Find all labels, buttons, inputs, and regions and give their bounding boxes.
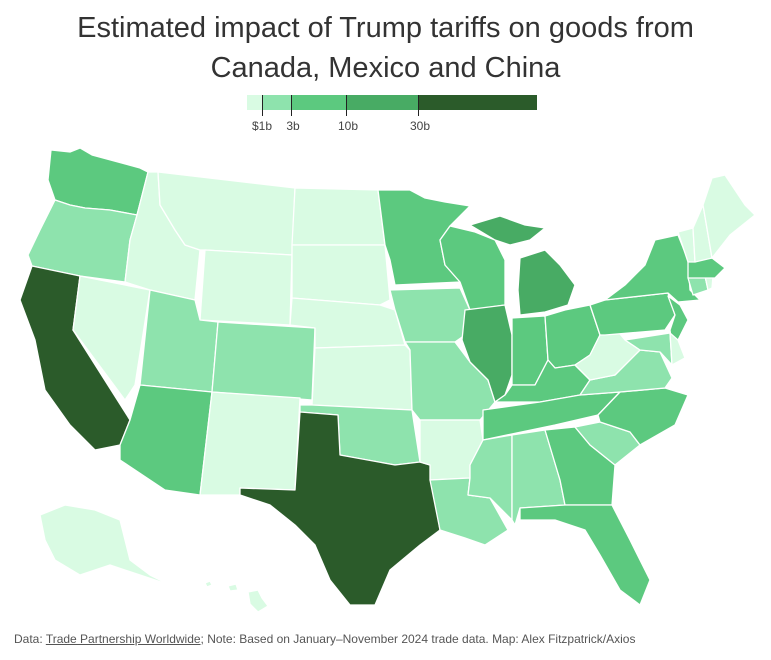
- state-IA[interactable]: [389, 287, 471, 343]
- state-DE[interactable]: [669, 332, 686, 366]
- footer-credit: Data: Trade Partnership Worldwide; Note:…: [14, 632, 635, 646]
- legend-label-10b: 10b: [337, 119, 359, 133]
- state-ND[interactable]: [291, 187, 386, 246]
- legend-swatch-2: [291, 95, 346, 110]
- state-NM[interactable]: [199, 391, 301, 496]
- us-state-map: [19, 147, 756, 613]
- legend-label-1b: $1b: [251, 119, 273, 133]
- title-line-2: Canada, Mexico and China: [210, 52, 561, 84]
- legend-tick-30b: [418, 95, 419, 116]
- footer-prefix: Data:: [14, 632, 46, 646]
- chart-title: Estimated impact of Trump tariffs on goo…: [0, 8, 771, 88]
- footer-note: ; Note: Based on January–November 2024 t…: [200, 632, 636, 646]
- state-MI[interactable]: [469, 215, 576, 316]
- legend-swatch-3: [346, 95, 418, 110]
- legend-swatch-1: [262, 95, 291, 110]
- state-FL[interactable]: [519, 504, 651, 606]
- state-NV[interactable]: [72, 275, 151, 401]
- state-AZ[interactable]: [119, 384, 213, 496]
- state-HI[interactable]: [204, 580, 269, 613]
- legend-label-3b: 3b: [286, 119, 300, 133]
- legend-tick-10b: [346, 95, 347, 116]
- legend-tick-3b: [291, 95, 292, 116]
- legend-swatch-4: [418, 95, 537, 110]
- legend-tick-1b: [262, 95, 263, 116]
- state-TX[interactable]: [239, 411, 441, 606]
- state-ME[interactable]: [702, 174, 756, 259]
- source-link[interactable]: Trade Partnership Worldwide: [45, 632, 201, 646]
- state-AK[interactable]: [39, 504, 171, 586]
- state-WY[interactable]: [199, 249, 293, 326]
- legend-label-30b: 30b: [409, 119, 431, 133]
- legend-swatch-0: [247, 95, 262, 110]
- color-legend: $1b 3b 10b 30b: [247, 95, 537, 135]
- state-CO[interactable]: [211, 321, 316, 401]
- state-SD[interactable]: [291, 244, 391, 306]
- state-MD[interactable]: [624, 332, 673, 366]
- state-PA[interactable]: [589, 292, 676, 336]
- title-line-1: Estimated impact of Trump tariffs on goo…: [77, 12, 694, 44]
- state-KS[interactable]: [311, 344, 413, 411]
